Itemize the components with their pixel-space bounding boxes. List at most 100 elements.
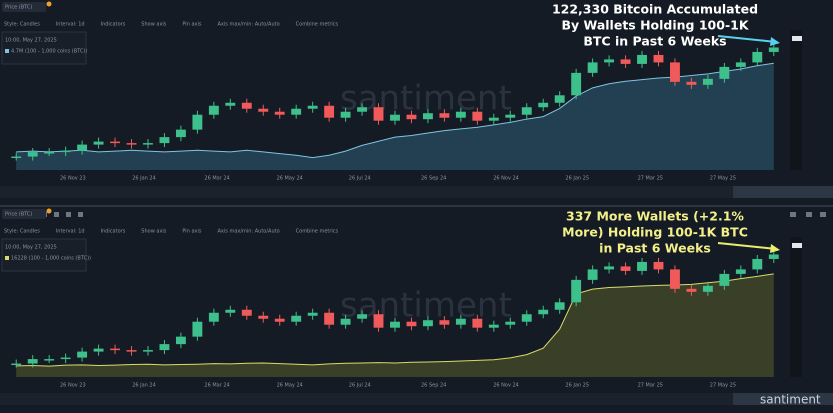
navigator-window (733, 186, 833, 198)
candle (571, 72, 582, 96)
toolbar-item[interactable]: Show axis (141, 229, 166, 235)
x-tick-label: 26 May 24 (277, 176, 303, 182)
candle (521, 314, 532, 322)
metric-area (16, 273, 774, 377)
candle (307, 105, 318, 109)
logo: santiment (760, 393, 821, 407)
candle (390, 114, 400, 121)
x-tick-label: 26 Mar 24 (204, 176, 229, 182)
legend-swatch (5, 256, 9, 260)
candle (686, 288, 697, 292)
candle (587, 269, 598, 280)
candle (735, 269, 746, 274)
candle (653, 261, 664, 270)
annotation: in Past 6 Weeks (599, 241, 711, 256)
candle (390, 321, 400, 328)
toolbar-item[interactable]: Combine metrics (296, 22, 339, 28)
candle (93, 348, 104, 352)
candle (637, 54, 647, 64)
candle (291, 315, 302, 322)
toolbar-item[interactable]: Interval: 1d (56, 229, 85, 235)
toolbar-item[interactable]: Axis max/min: Auto/Auto (217, 22, 279, 28)
toolbar-item[interactable]: Pin axis (182, 22, 201, 28)
annotation-arrow (717, 242, 777, 250)
timestamp: 10:00, May 27, 2025 (5, 38, 57, 44)
toolbar-item[interactable]: Style: Candles (4, 22, 40, 28)
title-chip (2, 209, 46, 219)
candle (225, 102, 236, 106)
candle (60, 357, 71, 360)
toolbar-item[interactable]: Indicators (101, 229, 126, 235)
toolbar-item[interactable]: Show axis (141, 22, 166, 28)
candle (274, 318, 285, 322)
candle (110, 348, 120, 351)
candle (422, 113, 433, 120)
candle (768, 254, 779, 259)
candle (126, 350, 137, 352)
axis-marker (792, 36, 802, 41)
x-tick-label: 26 Jan 24 (132, 176, 156, 182)
candle (126, 143, 137, 145)
candle (587, 62, 598, 73)
candle (373, 107, 384, 121)
legend-entry: 16228 (100 - 1,000 coins (BTC)) (11, 256, 91, 262)
candle (208, 105, 219, 115)
toolbar-item[interactable]: Interval: 1d (56, 22, 85, 28)
candle (143, 350, 153, 352)
candle (620, 266, 631, 271)
candle (719, 273, 730, 286)
toolbar-item[interactable]: Axis max/min: Auto/Auto (217, 229, 279, 235)
candle (93, 141, 104, 145)
candle (406, 321, 417, 327)
candle (554, 95, 565, 103)
candle (521, 107, 532, 115)
legend-entry: 4.7M (100 - 1,000 coins (BTC)) (11, 49, 87, 55)
toolbar-item[interactable]: Combine metrics (296, 229, 339, 235)
annotation: BTC in Past 6 Weeks (583, 34, 726, 49)
candle (27, 359, 38, 364)
arrow-head (770, 37, 780, 46)
candle (455, 111, 466, 118)
candle (686, 81, 697, 85)
chart-title: Price (BTC) (5, 212, 32, 218)
candle (258, 315, 269, 319)
candle (27, 152, 38, 157)
candle (735, 62, 746, 67)
candle (439, 320, 450, 325)
candle (175, 129, 186, 138)
candle (455, 318, 466, 325)
candle (208, 312, 219, 322)
alert-dot (46, 208, 52, 214)
annotation: By Wallets Holding 100-1K (561, 18, 749, 33)
candle (241, 309, 252, 316)
toolbar-item[interactable]: Indicators (101, 22, 126, 28)
candle (702, 285, 713, 292)
arrow-head (770, 244, 780, 253)
annotation: 337 More Wallets (+2.1% (566, 209, 744, 224)
watermark: santiment (340, 286, 512, 326)
toolbar-item[interactable]: Style: Candles (4, 229, 40, 235)
legend-box (1, 238, 87, 272)
candle (439, 113, 450, 118)
candle (637, 261, 647, 271)
legend-box (1, 31, 87, 65)
candle (175, 336, 186, 345)
candle (11, 363, 22, 366)
candle (373, 314, 384, 328)
candle (538, 309, 549, 315)
candle (241, 102, 252, 109)
toolbar-item[interactable]: Pin axis (182, 229, 201, 235)
title-chip (2, 2, 46, 12)
x-tick-label: 26 Jul 24 (349, 176, 371, 182)
candle (538, 102, 549, 108)
x-tick-label: 26 Sep 24 (421, 383, 446, 389)
candle (192, 114, 203, 130)
alert-dot (46, 1, 52, 7)
x-tick-label: 26 Nov 23 (60, 383, 86, 389)
annotation: More) Holding 100-1K BTC (562, 225, 748, 240)
candle (472, 111, 483, 121)
candle (571, 279, 582, 303)
annotation: 122,330 Bitcoin Accumulated (552, 2, 758, 17)
candle (670, 269, 680, 289)
